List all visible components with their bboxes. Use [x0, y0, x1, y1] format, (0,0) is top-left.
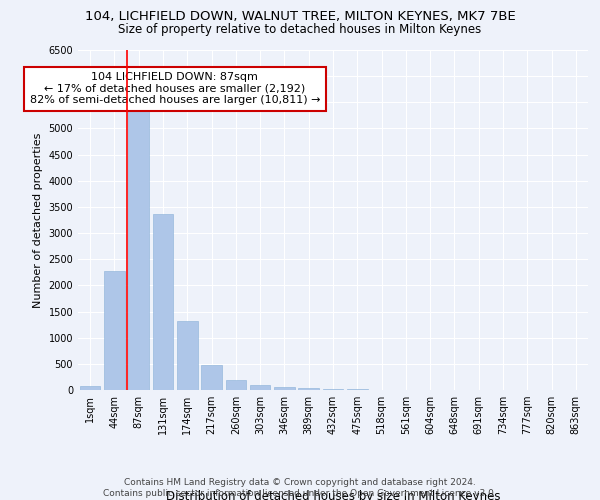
Bar	[323, 389, 343, 390]
Bar	[104, 270, 125, 390]
Bar	[128, 106, 149, 390]
Bar	[250, 386, 271, 390]
Text: Contains HM Land Registry data © Crown copyright and database right 2024.
Contai: Contains HM Land Registry data © Crown c…	[103, 478, 497, 498]
Bar	[226, 380, 246, 390]
Bar	[152, 214, 173, 390]
Bar	[201, 365, 222, 390]
Bar	[274, 387, 295, 390]
Text: 104 LICHFIELD DOWN: 87sqm
← 17% of detached houses are smaller (2,192)
82% of se: 104 LICHFIELD DOWN: 87sqm ← 17% of detac…	[29, 72, 320, 106]
X-axis label: Distribution of detached houses by size in Milton Keynes: Distribution of detached houses by size …	[166, 490, 500, 500]
Bar	[298, 388, 319, 390]
Y-axis label: Number of detached properties: Number of detached properties	[33, 132, 43, 308]
Text: 104, LICHFIELD DOWN, WALNUT TREE, MILTON KEYNES, MK7 7BE: 104, LICHFIELD DOWN, WALNUT TREE, MILTON…	[85, 10, 515, 23]
Text: Size of property relative to detached houses in Milton Keynes: Size of property relative to detached ho…	[118, 22, 482, 36]
Bar	[177, 322, 197, 390]
Bar	[80, 386, 100, 390]
